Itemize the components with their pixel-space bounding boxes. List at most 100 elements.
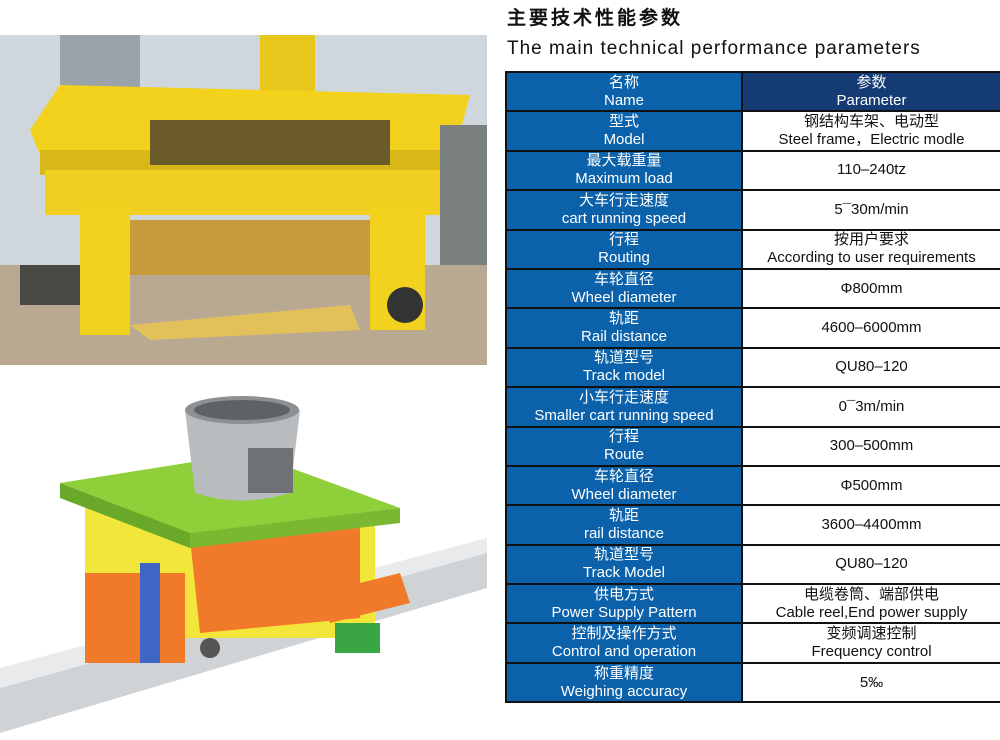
parameter-name-en: Wheel diameter: [571, 485, 677, 503]
parameter-name-cell: 轨距 Rail distance: [505, 307, 743, 349]
parameter-name-cn: 行程: [608, 231, 639, 249]
parameter-name-en: rail distance: [583, 524, 665, 542]
parameter-name-en: Route: [603, 446, 645, 464]
parameter-name-cell: 大车行走速度 cart running speed: [505, 189, 743, 231]
parameter-value: 钢结构车架、电动型: [803, 113, 939, 131]
header-parameter-cell: 参数 Parameter: [741, 70, 1000, 113]
parameter-name-en: Model: [603, 131, 645, 149]
parameter-value: QU80–120: [835, 358, 908, 376]
parameter-name-cn: 供电方式: [593, 585, 654, 603]
parameter-name-cell: 型式 Model: [505, 110, 743, 152]
parameter-value-cell: QU80–120: [741, 543, 1000, 586]
transfer-cart-photo: [0, 35, 487, 365]
parameter-value-en: Cable reel,End power supply: [775, 603, 968, 621]
table-row: 行程 Route 300–500mm: [505, 425, 1000, 467]
parameter-name-cell: 轨道型号 Track Model: [505, 543, 743, 586]
table-row: 轨道型号 Track Model QU80–120: [505, 543, 1000, 586]
parameter-value-cell: 电缆卷筒、端部供电 Cable reel,End power supply: [741, 583, 1000, 625]
parameter-name-en: Track model: [583, 367, 665, 385]
parameter-name-en: Track Model: [583, 564, 665, 582]
parameter-value-en: Steel frame，Electric modle: [778, 131, 965, 149]
parameter-value-cell: 按用户要求 According to user requirements: [741, 228, 1000, 270]
header-name-cell: 名称 Name: [505, 70, 743, 113]
table-row: 控制及操作方式 Control and operation 变频调速控制 Freque…: [505, 622, 1000, 664]
parameter-value: QU80–120: [835, 555, 908, 573]
parameter-value-cell: 变频调速控制 Frequency control: [741, 622, 1000, 664]
parameter-name-cell: 行程 Route: [505, 425, 743, 467]
parameter-value: 5‰: [859, 673, 884, 691]
parameter-name-en: Maximum load: [575, 170, 673, 188]
parameter-value-cell: 5‰: [741, 661, 1000, 704]
parameter-name-en: Wheel diameter: [571, 288, 677, 306]
table-row: 车轮直径 Wheel diameter Φ500mm: [505, 464, 1000, 507]
parameter-value-cell: Φ800mm: [741, 267, 1000, 310]
parameter-name-en: Smaller cart running speed: [534, 406, 714, 424]
parameter-name-cn: 小车行走速度: [578, 388, 669, 406]
parameter-name-cn: 行程: [608, 428, 639, 446]
parameter-value-cell: 4600–6000mm: [741, 307, 1000, 349]
table-row: 最大载重量 Maximum load 110–240tz: [505, 149, 1000, 192]
parameter-name-en: Routing: [598, 249, 650, 267]
parameter-value: 4600–6000mm: [821, 319, 922, 337]
parameter-name-cell: 小车行走速度 Smaller cart running speed: [505, 386, 743, 428]
parameter-value-cell: QU80–120: [741, 346, 1000, 389]
table-row: 车轮直径 Wheel diameter Φ800mm: [505, 267, 1000, 310]
parameter-name-cell: 轨距 rail distance: [505, 504, 743, 546]
parameter-name-cn: 大车行走速度: [578, 191, 669, 209]
parameter-name-cell: 行程 Routing: [505, 228, 743, 270]
parameter-value: Φ800mm: [840, 279, 903, 297]
parameter-name-cn: 车轮直径: [593, 467, 654, 485]
parameter-name-cn: 称重精度: [593, 664, 654, 682]
parameter-value: Φ500mm: [840, 476, 903, 494]
table-row: 行程 Routing 按用户要求 According to user requirem…: [505, 228, 1000, 270]
table-row: 小车行走速度 Smaller cart running speed 0¯3m/min: [505, 386, 1000, 428]
parameter-value-cell: 110–240tz: [741, 149, 1000, 192]
parameter-value: 110–240tz: [837, 161, 906, 179]
parameter-name-en: Power Supply Pattern: [551, 603, 697, 621]
heading-chinese: 主要技术性能参数: [507, 8, 684, 29]
table-row: 轨距 rail distance 3600–4400mm: [505, 504, 1000, 546]
parameter-value-cell: Φ500mm: [741, 464, 1000, 507]
parameter-value: 电缆卷筒、端部供电: [803, 585, 939, 603]
parameter-value: 3600–4400mm: [821, 515, 922, 533]
table-row: 供电方式 Power Supply Pattern 电缆卷筒、端部供电 Cable r…: [505, 583, 1000, 625]
table-header-row: 名称 Name 参数 Parameter: [505, 70, 1000, 113]
parameter-name-en: cart running speed: [561, 209, 687, 227]
parameter-value: 5¯30m/min: [834, 200, 909, 218]
parameter-name-cell: 最大载重量 Maximum load: [505, 149, 743, 192]
parameter-value-en: According to user requirements: [767, 249, 976, 267]
parameter-name-cn: 轨道型号: [593, 349, 654, 367]
transfer-cart-3d-model: [0, 388, 487, 738]
parameter-name-cell: 车轮直径 Wheel diameter: [505, 464, 743, 507]
parameter-name-en: Control and operation: [551, 643, 697, 661]
parameter-value: 300–500mm: [829, 437, 914, 455]
parameter-value-cell: 0¯3m/min: [741, 386, 1000, 428]
parameter-value: 按用户要求: [833, 231, 909, 249]
heading-english: The main technical performance parameter…: [507, 38, 921, 59]
parameter-value-cell: 3600–4400mm: [741, 504, 1000, 546]
parameter-value: 变频调速控制: [826, 625, 917, 643]
table-row: 称重精度 Weighing accuracy 5‰: [505, 661, 1000, 704]
parameter-name-cell: 车轮直径 Wheel diameter: [505, 267, 743, 310]
parameter-name-cn: 最大载重量: [586, 152, 662, 170]
table-row: 轨距 Rail distance 4600–6000mm: [505, 307, 1000, 349]
parameter-name-cn: 轨距: [608, 506, 639, 524]
header-param-cn: 参数: [856, 73, 887, 91]
parameter-value-cell: 钢结构车架、电动型 Steel frame，Electric modle: [741, 110, 1000, 152]
parameter-name-cell: 轨道型号 Track model: [505, 346, 743, 389]
parameter-value-cell: 300–500mm: [741, 425, 1000, 467]
parameter-name-cn: 型式: [608, 113, 639, 131]
parameter-value-cell: 5¯30m/min: [741, 189, 1000, 231]
parameter-name-cn: 车轮直径: [593, 270, 654, 288]
table-row: 大车行走速度 cart running speed 5¯30m/min: [505, 189, 1000, 231]
parameter-name-en: Rail distance: [581, 328, 667, 346]
parameter-name-cell: 称重精度 Weighing accuracy: [505, 661, 743, 704]
header-name-cn: 名称: [608, 73, 639, 91]
header-name-en: Name: [603, 91, 644, 109]
parameter-name-cell: 供电方式 Power Supply Pattern: [505, 583, 743, 625]
parameter-value-en: Frequency control: [811, 643, 932, 661]
table-row: 型式 Model 钢结构车架、电动型 Steel frame，Electric mod…: [505, 110, 1000, 152]
parameter-name-cell: 控制及操作方式 Control and operation: [505, 622, 743, 664]
parameter-name-cn: 轨距: [608, 310, 639, 328]
header-param-en: Parameter: [836, 91, 907, 109]
